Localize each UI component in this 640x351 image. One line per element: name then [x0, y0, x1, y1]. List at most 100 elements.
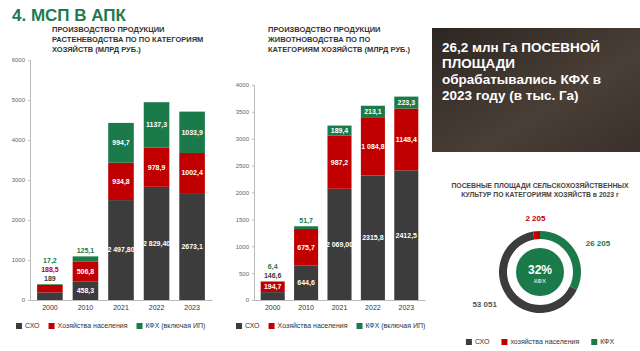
data-label: 17,2 [43, 257, 57, 265]
bar-segment [361, 176, 385, 300]
y-tick: 0 [246, 297, 254, 303]
x-tick: 2010 [298, 300, 314, 311]
tick-label: 3000 [236, 136, 250, 142]
chart-title: ПРОИЗВОДСТВО ПРОДУКЦИИЖИВОТНОВОДСТВА ПО … [267, 25, 411, 54]
y-axis: 05001000150020002500300035004000 [236, 82, 255, 303]
chart-title: ПОСЕВНЫЕ ПЛОЩАДИ СЕЛЬСКОХОЗЯЙСТВЕННЫХКУЛ… [451, 181, 628, 198]
y-tick: 0 [22, 297, 30, 303]
tick-label: 2022 [365, 304, 381, 311]
legend: СХО хозяйства населения КФХ [466, 338, 615, 345]
slide: 4. МСП В АПКПРОИЗВОДСТВО ПРОДУКЦИИРАСТЕН… [0, 0, 640, 351]
bar-segment [144, 148, 170, 187]
tick-label: 2022 [149, 304, 165, 311]
data-label: 2 829,40 [143, 240, 170, 248]
legend-swatch [591, 339, 597, 345]
data-labels: 189188,517,2458,3506,8125,12 497,80934,8… [41, 121, 203, 295]
bar-segment [73, 256, 99, 261]
y-tick: 6000 [12, 57, 30, 63]
x-tick: 2022 [365, 300, 381, 311]
bar-chart: ПРОИЗВОДСТВО ПРОДУКЦИИЖИВОТНОВОДСТВА ПО … [236, 25, 426, 330]
bar-segment [327, 136, 351, 189]
legend-swatch [236, 323, 242, 329]
bar-chart: ПРОИЗВОДСТВО ПРОДУКЦИИРАСТЕНЕВОДСТВА ПО … [12, 25, 213, 330]
tick-mark [28, 180, 30, 181]
x-tick: 2021 [332, 300, 348, 311]
bars [261, 97, 419, 300]
legend-label: СХО [245, 322, 260, 329]
pie-chart: ПОСЕВНЫЕ ПЛОЩАДИ СЕЛЬСКОХОЗЯЙСТВЕННЫХКУЛ… [451, 181, 628, 345]
legend-item: КФХ (включая ИП) [357, 322, 426, 330]
tick-mark [252, 139, 254, 140]
tick-label: 2000 [42, 304, 58, 311]
legend-item: хозяйства населения [501, 338, 579, 345]
legend-swatch [269, 323, 275, 329]
tick-label: 500 [239, 271, 250, 277]
tick-label: 2023 [184, 304, 200, 311]
data-label: 51,7 [299, 217, 313, 225]
tick-mark [28, 260, 30, 261]
y-tick: 500 [239, 271, 254, 277]
data-label: 125,1 [77, 247, 95, 255]
data-label: 194,7 [264, 283, 282, 291]
text-line: обрабатывались КФХ в [442, 72, 601, 87]
legend-item: СХО [466, 338, 490, 345]
legend-label: СХО [25, 322, 40, 329]
y-tick: 1000 [236, 244, 254, 250]
tick-label: 2000 [12, 217, 26, 223]
data-label: 53 051 [472, 300, 497, 309]
data-label: 189,4 [331, 127, 349, 135]
bar-segment [294, 229, 318, 265]
legend-item: Хозяйства населения [49, 322, 128, 329]
data-label: 994,7 [112, 139, 130, 147]
text-line: ХОЗЯЙСТВ (МЛРД РУБ.) [52, 45, 141, 54]
tick-mark [28, 300, 30, 301]
x-tick: 2010 [78, 300, 94, 311]
bar-segment [294, 226, 318, 229]
bar-segment [361, 106, 385, 117]
text-line: ПРОИЗВОДСТВО ПРОДУКЦИИ [268, 25, 380, 34]
tick-label: 1000 [236, 244, 250, 250]
tick-label: 0 [246, 297, 250, 303]
y-tick: 5000 [12, 97, 30, 103]
x-tick: 2023 [399, 300, 415, 311]
y-axis: 0100020003000400050006000 [12, 57, 31, 303]
background [0, 0, 640, 351]
panel-background [432, 28, 640, 152]
data-label: 146,6 [264, 272, 282, 280]
tick-label: 4000 [236, 82, 250, 88]
tick-mark [252, 300, 254, 301]
data-label: 978,9 [148, 164, 166, 172]
chart-title: ПРОИЗВОДСТВО ПРОДУКЦИИРАСТЕНЕВОДСТВА ПО … [52, 25, 203, 54]
tick-label: 2500 [236, 163, 250, 169]
annotation: КФХ [534, 278, 546, 284]
data-label: 458,3 [77, 287, 95, 295]
bar-segment [108, 123, 134, 163]
text-line: ПРОИЗВОДСТВО ПРОДУКЦИИ [52, 25, 164, 34]
legend-item: КФХ (включая ИП) [137, 322, 206, 330]
legend-swatch [501, 339, 507, 345]
data-label: 1 084,8 [361, 143, 384, 151]
tick-mark [252, 246, 254, 247]
data-label: 987,2 [331, 159, 349, 167]
slices: 32%КФХ53 0512 20526 205 [472, 214, 610, 313]
y-tick: 1000 [12, 257, 30, 263]
panel-text: 26,2 млн Га ПОСЕВНОЙПЛОЩАДИобрабатывалис… [442, 40, 601, 103]
x-axis: 2000 2010 2021 2022 2023 [255, 300, 426, 311]
text-line: КАТЕГОРИЯМ ХОЗЯЙСТВ (МЛРД РУБ.) [268, 45, 411, 54]
bar-segment [327, 126, 351, 136]
legend-swatch [137, 323, 143, 329]
data-label: 1002,4 [181, 169, 203, 177]
legend-item: СХО [16, 322, 40, 329]
legend-label: Хозяйства населения [58, 322, 128, 329]
legend-label: хозяйства населения [510, 338, 579, 345]
tick-label: 1500 [236, 217, 250, 223]
tick-label: 0 [22, 297, 26, 303]
tick-mark [252, 273, 254, 274]
legend-label: КФХ [600, 338, 614, 345]
tick-mark [28, 140, 30, 141]
legend-label: КФХ (включая ИП) [366, 322, 426, 330]
x-tick: 2000 [42, 300, 58, 311]
data-label: 644,6 [297, 279, 315, 287]
x-tick: 2000 [265, 300, 281, 311]
data-label: 2673,1 [181, 243, 203, 251]
